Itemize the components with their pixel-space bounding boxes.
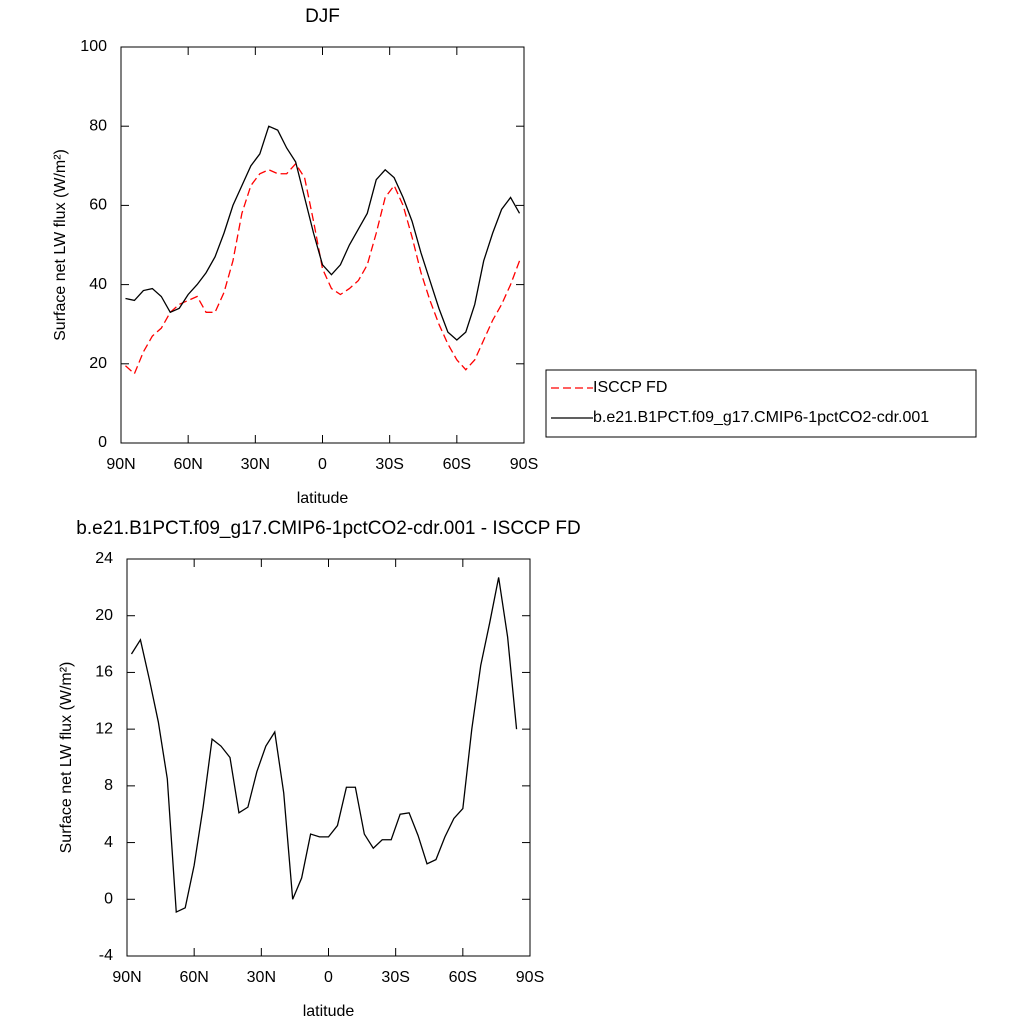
y-tick-label: 40 — [89, 276, 107, 293]
plot-frame — [120, 46, 525, 444]
data-line — [125, 125, 521, 341]
legend-label: ISCCP FD — [593, 379, 667, 396]
y-tick-label: 100 — [80, 38, 107, 55]
x-tick-label: 90S — [516, 969, 544, 986]
x-tick-label: 90N — [112, 969, 141, 986]
y-tick-label: 20 — [95, 607, 113, 624]
data-line — [125, 162, 521, 375]
x-axis-label: latitude — [297, 490, 349, 507]
x-tick-label: 30S — [381, 969, 409, 986]
x-tick-label: 30S — [375, 456, 403, 473]
legend-label: b.e21.B1PCT.f09_g17.CMIP6-1pctCO2-cdr.00… — [593, 409, 929, 426]
x-tick-label: 0 — [324, 969, 333, 986]
x-tick-label: 30N — [247, 969, 276, 986]
x-tick-label: 90N — [106, 456, 135, 473]
y-tick-label: 0 — [104, 891, 113, 908]
chart-title: DJF — [305, 6, 340, 27]
legend-box — [545, 369, 977, 438]
y-tick-label: -4 — [99, 947, 113, 964]
y-tick-label: 80 — [89, 117, 107, 134]
y-tick-label: 4 — [104, 834, 113, 851]
y-tick-label: 60 — [89, 197, 107, 214]
x-tick-label: 30N — [241, 456, 270, 473]
y-tick-label: 12 — [95, 720, 113, 737]
y-axis-label: Surface net LW flux (W/m²) — [58, 662, 75, 854]
y-tick-label: 8 — [104, 777, 113, 794]
x-tick-label: 60N — [179, 969, 208, 986]
y-tick-label: 20 — [89, 355, 107, 372]
x-tick-label: 60S — [443, 456, 471, 473]
chart-title: b.e21.B1PCT.f09_g17.CMIP6-1pctCO2-cdr.00… — [76, 518, 580, 539]
x-tick-label: 90S — [510, 456, 538, 473]
y-tick-label: 0 — [98, 434, 107, 451]
x-axis-label: latitude — [303, 1003, 355, 1020]
y-axis-label: Surface net LW flux (W/m²) — [52, 149, 69, 341]
x-tick-label: 60N — [173, 456, 202, 473]
data-line — [130, 577, 518, 914]
y-tick-label: 16 — [95, 664, 113, 681]
y-tick-label: 24 — [95, 550, 113, 567]
x-tick-label: 60S — [449, 969, 477, 986]
x-tick-label: 0 — [318, 456, 327, 473]
